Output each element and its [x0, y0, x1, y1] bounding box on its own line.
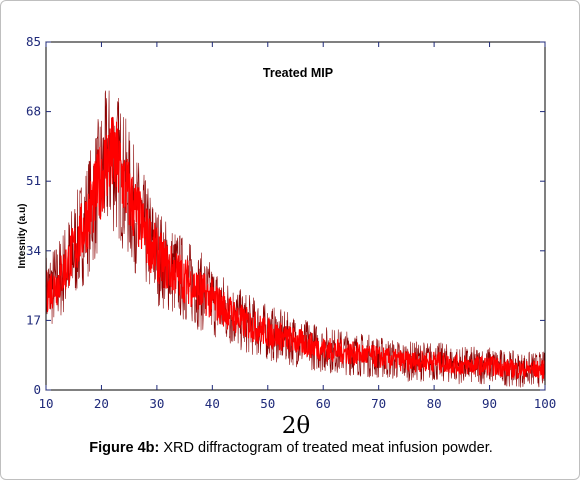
x-tick-label: 90	[482, 396, 497, 411]
x-tick-label: 70	[371, 396, 386, 411]
caption-text: XRD diffractogram of treated meat infusi…	[159, 440, 493, 456]
y-tick-label: 17	[26, 312, 41, 327]
y-tick-label: 0	[33, 382, 41, 397]
axes-layer	[45, 41, 546, 391]
diffraction-trace-line	[45, 117, 546, 380]
y-tick-label: 85	[26, 34, 41, 49]
x-tick-label: 100	[534, 396, 557, 411]
x-tick-label: 10	[38, 396, 53, 411]
plot-area-border	[45, 41, 546, 391]
x-tick-label: 80	[427, 396, 442, 411]
figure-caption: Figure 4b: XRD diffractogram of treated …	[0, 440, 582, 456]
y-tick-label: 68	[26, 104, 41, 119]
y-tick-label: 51	[26, 173, 41, 188]
chart-title: Treated MIP	[263, 66, 333, 80]
y-axis-label: Intesnity (a.u)	[17, 203, 28, 268]
x-tick-label: 40	[205, 396, 220, 411]
caption-label: Figure 4b:	[89, 440, 160, 456]
x-tick-label: 60	[316, 396, 331, 411]
labels-layer: 10 20 30 40 50 60 70 80 90 100 0 17 34 51 68 85 Treated …	[17, 34, 556, 439]
x-tick-label: 30	[149, 396, 164, 411]
x-tick-label: 50	[260, 396, 275, 411]
xrd-chart: 10 20 30 40 50 60 70 80 90 100 0 17 34 51 68 85 Treated …	[17, 34, 556, 439]
x-tick-label: 20	[94, 396, 109, 411]
x-axis-label: 2θ	[282, 413, 310, 439]
y-tick-label: 34	[26, 243, 41, 258]
trace-layer	[45, 90, 546, 388]
